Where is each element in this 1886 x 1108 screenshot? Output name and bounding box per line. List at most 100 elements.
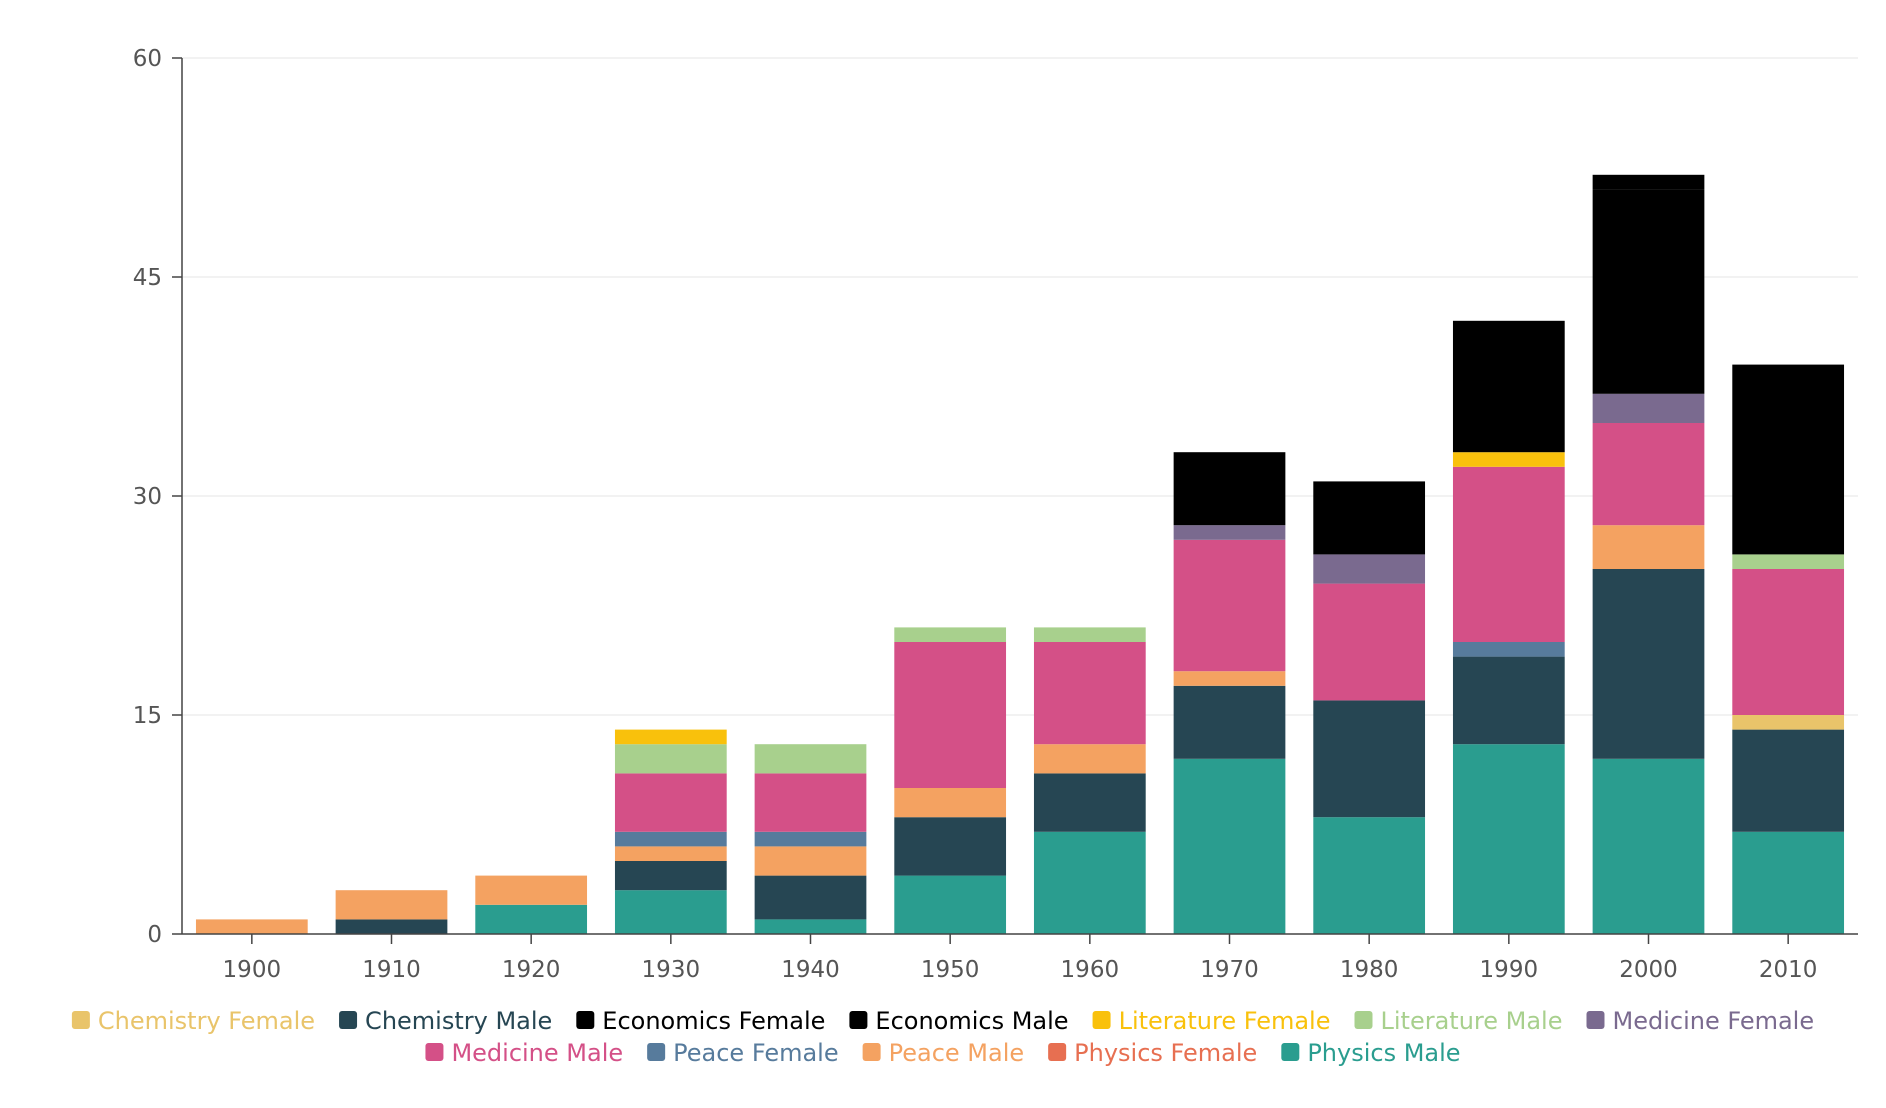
grid-lines xyxy=(182,57,1858,716)
legend-swatch xyxy=(1354,1011,1373,1029)
bar-segment[interactable] xyxy=(1732,831,1845,934)
bar-segment[interactable] xyxy=(1452,452,1565,467)
legend-item[interactable]: Literature Male xyxy=(1354,1007,1562,1035)
bar-segment[interactable] xyxy=(894,817,1007,876)
bar-segment[interactable] xyxy=(1452,744,1565,934)
bar-segment[interactable] xyxy=(1592,758,1705,934)
y-tick-label: 60 xyxy=(133,46,162,72)
bar-segment[interactable] xyxy=(754,744,867,774)
bar-segment[interactable] xyxy=(1732,715,1845,730)
legend-item[interactable]: Physics Female xyxy=(1048,1039,1257,1067)
bar-segment[interactable] xyxy=(1033,627,1146,642)
legend-item[interactable]: Economics Female xyxy=(576,1007,825,1035)
bar-segment[interactable] xyxy=(1732,364,1845,555)
bar-segment[interactable] xyxy=(1173,671,1286,686)
bar-segment[interactable] xyxy=(335,890,448,920)
legend-item[interactable]: Physics Male xyxy=(1281,1039,1461,1067)
legend-item[interactable]: Economics Male xyxy=(849,1007,1069,1035)
bar-segment[interactable] xyxy=(1592,393,1705,423)
legend-item[interactable]: Medicine Male xyxy=(425,1039,623,1067)
bars xyxy=(195,174,1845,934)
bar-segment[interactable] xyxy=(754,875,867,920)
legend-swatch xyxy=(339,1011,358,1029)
y-tick-label: 30 xyxy=(133,484,162,510)
bar-segment[interactable] xyxy=(614,729,727,745)
bar-segment[interactable] xyxy=(1592,423,1705,526)
bar-segment[interactable] xyxy=(335,919,448,934)
bar-segment[interactable] xyxy=(1313,583,1426,701)
bar-segment[interactable] xyxy=(754,919,867,934)
bar-segment[interactable] xyxy=(1313,481,1426,555)
bar-segment[interactable] xyxy=(754,846,867,876)
legend-label: Peace Male xyxy=(889,1039,1025,1067)
bar-segment[interactable] xyxy=(1732,569,1845,715)
bar-segment[interactable] xyxy=(1313,700,1426,818)
legend-item[interactable]: Chemistry Male xyxy=(339,1007,552,1035)
bar-segment[interactable] xyxy=(475,875,588,905)
bar-segment[interactable] xyxy=(1592,525,1705,569)
bar-segment[interactable] xyxy=(894,642,1007,788)
legend-swatch xyxy=(1092,1011,1111,1029)
y-tick-label: 0 xyxy=(147,922,162,948)
bar-segment[interactable] xyxy=(754,831,867,847)
bar-segment[interactable] xyxy=(1033,642,1146,745)
bar-segment[interactable] xyxy=(894,875,1007,934)
x-tick-label: 1940 xyxy=(781,957,840,983)
bar-segment[interactable] xyxy=(1732,554,1845,569)
bar-segment[interactable] xyxy=(894,627,1007,642)
bar-segment[interactable] xyxy=(1592,174,1705,190)
bar-segment[interactable] xyxy=(614,890,727,934)
bar-segment[interactable] xyxy=(1452,320,1565,453)
bar-segment[interactable] xyxy=(1452,466,1565,642)
bar-segment[interactable] xyxy=(1592,189,1705,394)
bar-segment[interactable] xyxy=(614,846,727,861)
bar-segment[interactable] xyxy=(614,831,727,847)
bar-segment[interactable] xyxy=(1592,569,1705,759)
legend-label: Medicine Male xyxy=(451,1039,623,1067)
bar-segment[interactable] xyxy=(614,744,727,774)
bar-segment[interactable] xyxy=(614,861,727,891)
bar-segment[interactable] xyxy=(614,773,727,832)
legend-label: Physics Male xyxy=(1307,1039,1460,1067)
legend-swatch xyxy=(1281,1043,1300,1061)
legend-swatch xyxy=(1586,1011,1605,1029)
x-tick-label: 1960 xyxy=(1061,957,1120,983)
legend-item[interactable]: Chemistry Female xyxy=(71,1007,315,1035)
y-tick-label: 45 xyxy=(133,265,162,291)
bar-segment[interactable] xyxy=(1033,773,1146,832)
legend-item[interactable]: Peace Female xyxy=(647,1039,839,1067)
legend-row: Chemistry Female Chemistry Male Economics … xyxy=(71,1007,1814,1035)
x-tick-label: 1920 xyxy=(502,957,561,983)
bar-segment[interactable] xyxy=(475,904,588,934)
bar-segment[interactable] xyxy=(754,773,867,832)
legend-swatch xyxy=(862,1043,881,1061)
bar-segment[interactable] xyxy=(1452,642,1565,657)
bar-segment[interactable] xyxy=(195,919,308,934)
legend-item[interactable]: Medicine Female xyxy=(1586,1007,1814,1035)
bar-segment[interactable] xyxy=(1313,817,1426,934)
x-tick-label: 1910 xyxy=(362,957,421,983)
bar-segment[interactable] xyxy=(1173,685,1286,759)
bar-segment[interactable] xyxy=(1452,656,1565,745)
legend-label: Economics Female xyxy=(602,1007,825,1035)
bar-segment[interactable] xyxy=(1173,758,1286,934)
legend-swatch xyxy=(849,1011,868,1029)
legend-label: Physics Female xyxy=(1074,1039,1257,1067)
x-tick-label: 1900 xyxy=(223,957,282,983)
legend-label: Medicine Female xyxy=(1612,1007,1814,1035)
legend-label: Chemistry Male xyxy=(365,1007,552,1035)
bar-segment[interactable] xyxy=(1732,729,1845,832)
bar-segment[interactable] xyxy=(1173,525,1286,540)
x-tick-label: 1990 xyxy=(1480,957,1539,983)
bar-segment[interactable] xyxy=(1033,744,1146,774)
bar-segment[interactable] xyxy=(1313,554,1426,584)
bar-segment[interactable] xyxy=(1173,452,1286,526)
bar-segment[interactable] xyxy=(1173,539,1286,672)
legend: Chemistry Female Chemistry Male Economics … xyxy=(71,1007,1814,1067)
bar-segment[interactable] xyxy=(1033,831,1146,934)
bar-segment[interactable] xyxy=(894,788,1007,818)
legend-item[interactable]: Literature Female xyxy=(1092,1007,1331,1035)
legend-item[interactable]: Peace Male xyxy=(862,1039,1025,1067)
